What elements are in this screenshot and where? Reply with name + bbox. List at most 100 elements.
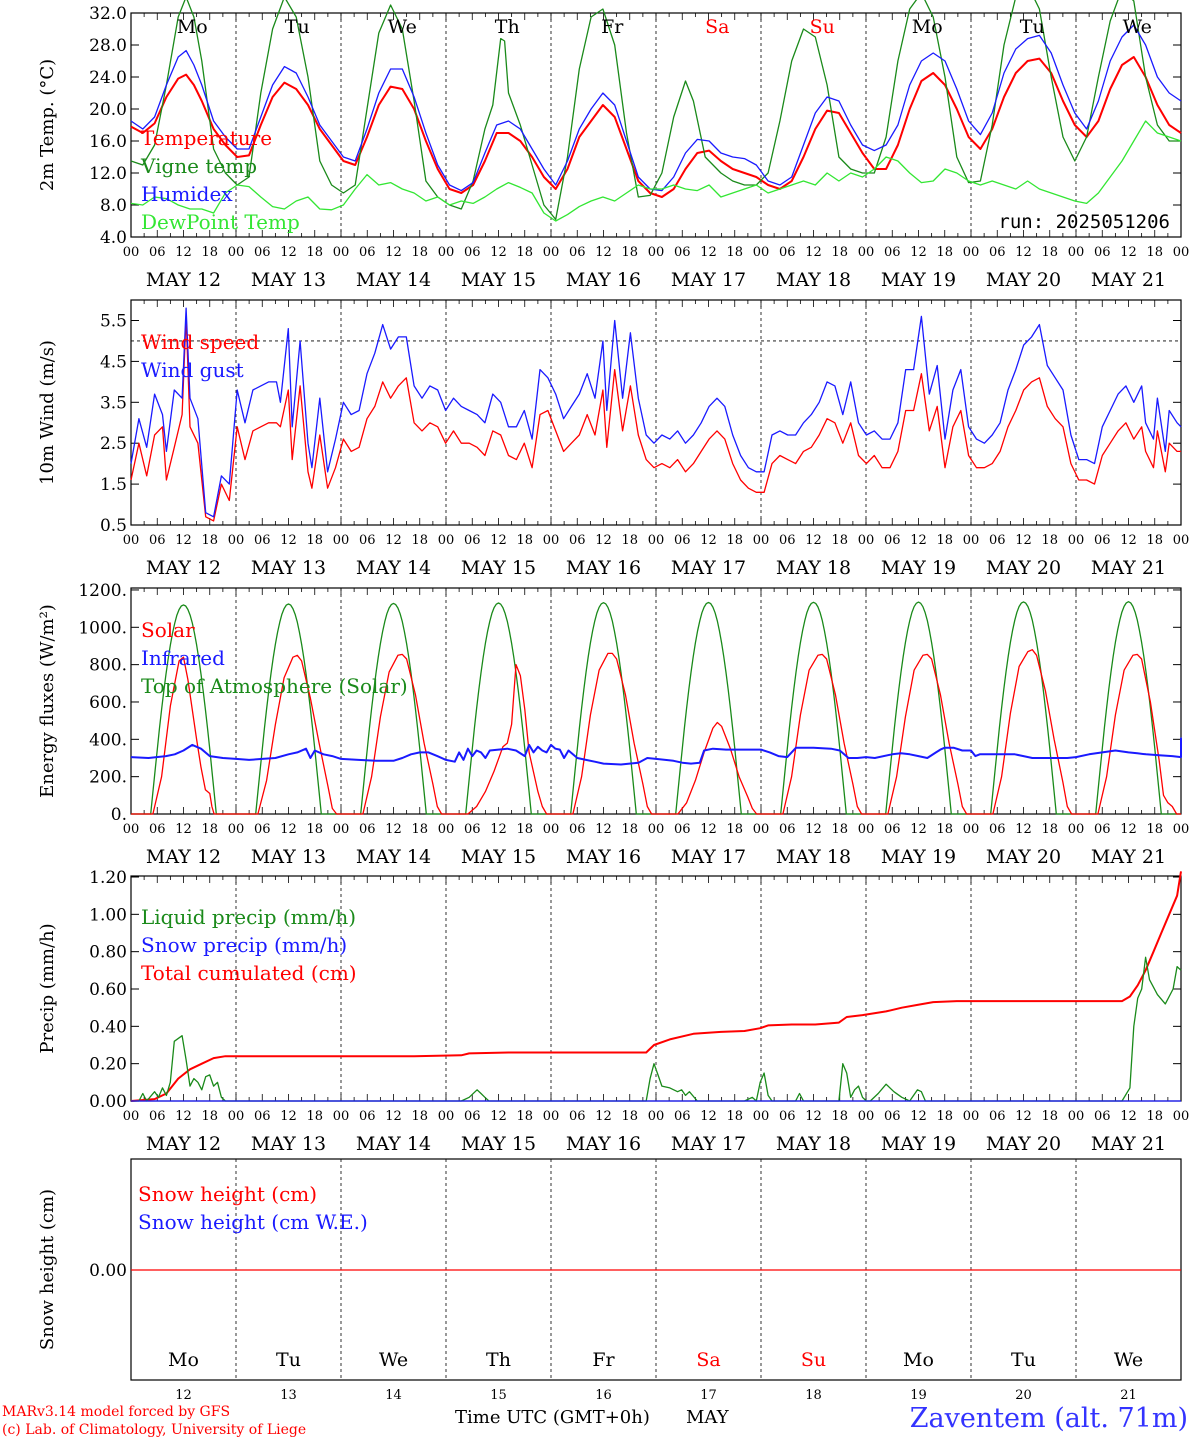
hour-tick-label: 18	[411, 245, 428, 260]
hour-tick-label: 18	[411, 1109, 428, 1124]
hour-tick-label: 12	[490, 1109, 507, 1124]
hour-tick-label: 06	[674, 533, 691, 548]
day-tick-label: MAY 21	[1091, 846, 1166, 868]
hour-tick-label: 00	[228, 245, 245, 260]
y-tick-label: 0.40	[89, 1017, 127, 1037]
day-number-label: 19	[910, 1388, 927, 1403]
hour-tick-label: 18	[306, 245, 323, 260]
hour-tick-label: 06	[464, 822, 481, 837]
day-tick-label: MAY 18	[776, 269, 851, 291]
series-wind-speed-line	[130, 315, 1181, 522]
y-tick-label: 20.0	[89, 100, 127, 120]
day-tick-label: MAY 16	[566, 846, 641, 868]
weekday-label: We	[379, 1349, 408, 1371]
day-tick-label: MAY 15	[461, 269, 536, 291]
footer-lab-text: (c) Lab. of Climatology, University of L…	[2, 1422, 306, 1438]
hour-tick-label: 18	[201, 1109, 218, 1124]
hour-tick-label: 00	[858, 245, 875, 260]
y-tick-label: 0.20	[89, 1055, 127, 1075]
hour-tick-label: 06	[149, 245, 166, 260]
hour-tick-label: 00	[963, 1109, 980, 1124]
hour-tick-label: 06	[359, 1109, 376, 1124]
weekday-label: Tu	[276, 1349, 301, 1371]
hour-tick-label: 06	[779, 1109, 796, 1124]
hour-tick-label: 12	[280, 822, 297, 837]
day-tick-label: MAY 13	[251, 269, 326, 291]
y-tick-label: 0.80	[89, 943, 127, 963]
hour-tick-label: 00	[1173, 822, 1190, 837]
day-number-label: 15	[490, 1388, 507, 1403]
y-axis-label: Snow height (cm)	[37, 1189, 58, 1350]
hour-tick-label: 00	[333, 1109, 350, 1124]
weekday-label: Su	[801, 1349, 826, 1371]
legend-item: Wind speed	[141, 330, 259, 354]
hour-tick-label: 18	[936, 245, 953, 260]
hour-tick-label: 00	[753, 822, 770, 837]
hour-tick-label: 12	[175, 1109, 192, 1124]
hour-tick-label: 06	[254, 1109, 271, 1124]
y-tick-label: 1.00	[89, 905, 127, 925]
weekday-label: Mo	[177, 16, 208, 38]
hour-tick-label: 12	[1015, 1109, 1032, 1124]
day-tick-label: MAY 16	[566, 557, 641, 579]
hour-tick-label: 06	[149, 1109, 166, 1124]
hour-tick-label: 06	[674, 822, 691, 837]
hour-tick-label: 18	[516, 245, 533, 260]
hour-tick-label: 18	[1146, 533, 1163, 548]
day-tick-label: MAY 18	[776, 1133, 851, 1155]
hour-tick-label: 00	[963, 533, 980, 548]
series-layer	[130, 0, 1182, 1271]
day-tick-label: MAY 21	[1091, 269, 1166, 291]
hour-tick-label: 18	[1146, 245, 1163, 260]
y-axis-label: 2m Temp. (°C)	[37, 59, 58, 191]
hour-tick-label: 12	[1120, 245, 1137, 260]
weekday-label: Mo	[912, 16, 943, 38]
y-tick-label: 4.0	[100, 228, 127, 248]
legend-item: Humidex	[141, 182, 233, 206]
hour-tick-label: 18	[831, 1109, 848, 1124]
day-tick-label: MAY 12	[146, 557, 221, 579]
hour-tick-label: 06	[989, 1109, 1006, 1124]
hour-tick-label: 18	[621, 533, 638, 548]
day-tick-label: MAY 17	[671, 557, 746, 579]
series-infrared-line	[130, 737, 1182, 766]
weekday-label: Fr	[601, 16, 624, 38]
hour-tick-label: 18	[516, 1109, 533, 1124]
hour-tick-label: 06	[674, 1109, 691, 1124]
hour-tick-label: 00	[858, 533, 875, 548]
day-tick-label: MAY 14	[356, 557, 431, 579]
hour-tick-label: 00	[1173, 245, 1190, 260]
hour-tick-label: 00	[123, 245, 140, 260]
hour-tick-label: 12	[280, 245, 297, 260]
y-tick-label: 1200.	[78, 581, 127, 601]
hour-tick-label: 18	[411, 822, 428, 837]
hour-tick-label: 00	[543, 1109, 560, 1124]
hour-tick-label: 06	[779, 822, 796, 837]
hour-tick-label: 12	[700, 1109, 717, 1124]
series-total-cumulated-cm--line	[130, 871, 1182, 1102]
day-tick-label: MAY 12	[146, 269, 221, 291]
day-number-label: 21	[1120, 1388, 1137, 1403]
hour-tick-label: 06	[884, 1109, 901, 1124]
day-tick-label: MAY 12	[146, 1133, 221, 1155]
weekday-label: We	[388, 16, 417, 38]
hour-tick-label: 06	[464, 1109, 481, 1124]
y-tick-label: 400.	[89, 730, 127, 750]
hour-tick-label: 18	[306, 533, 323, 548]
legend-item: Temperature	[141, 126, 272, 150]
weekday-label: Sa	[696, 1349, 720, 1371]
hour-tick-label: 00	[228, 533, 245, 548]
hour-tick-label: 06	[149, 822, 166, 837]
hour-tick-label: 12	[700, 533, 717, 548]
time-axis-month: MAY	[686, 1407, 730, 1428]
hour-tick-label: 00	[438, 533, 455, 548]
hour-tick-label: 12	[280, 533, 297, 548]
weekday-label: Mo	[903, 1349, 934, 1371]
legend-item: Total cumulated (cm)	[141, 961, 357, 985]
hour-tick-label: 18	[1041, 533, 1058, 548]
hour-tick-label: 06	[1094, 533, 1111, 548]
weekday-label: We	[1123, 16, 1152, 38]
hour-tick-label: 00	[228, 822, 245, 837]
hour-tick-label: 06	[254, 822, 271, 837]
y-axis-label: Energy fluxes (W/m²)	[37, 604, 58, 798]
